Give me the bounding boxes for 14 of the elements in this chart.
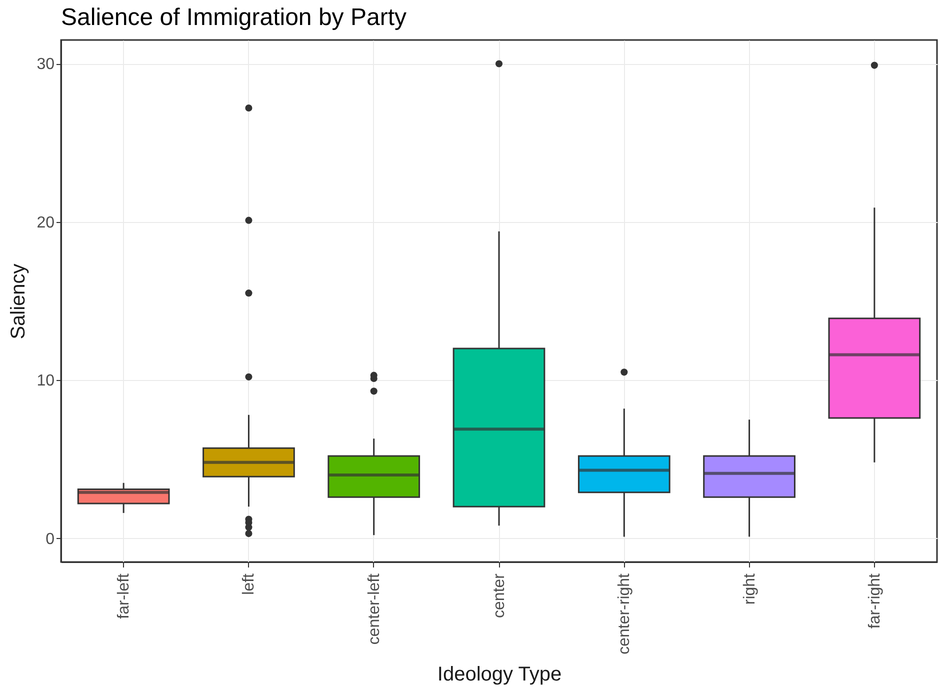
x-axis-title: Ideology Type: [437, 663, 562, 686]
x-tick-label: right: [741, 572, 758, 605]
x-tick-label: far-right: [866, 572, 884, 629]
y-tick-label: 0: [46, 530, 55, 548]
x-tick-label: left: [240, 572, 258, 595]
y-tick-label: 20: [36, 214, 55, 232]
x-tick-label: center-right: [616, 572, 634, 654]
x-tick-label: far-left: [116, 572, 133, 619]
x-tick-label: center: [491, 572, 508, 618]
y-tick-label: 30: [36, 56, 55, 74]
y-tick-label: 10: [36, 372, 55, 390]
x-tick-label: center-left: [366, 572, 383, 645]
chart-title: Salience of Immigration by Party: [61, 4, 406, 31]
y-axis-title: Saliency: [8, 264, 30, 340]
